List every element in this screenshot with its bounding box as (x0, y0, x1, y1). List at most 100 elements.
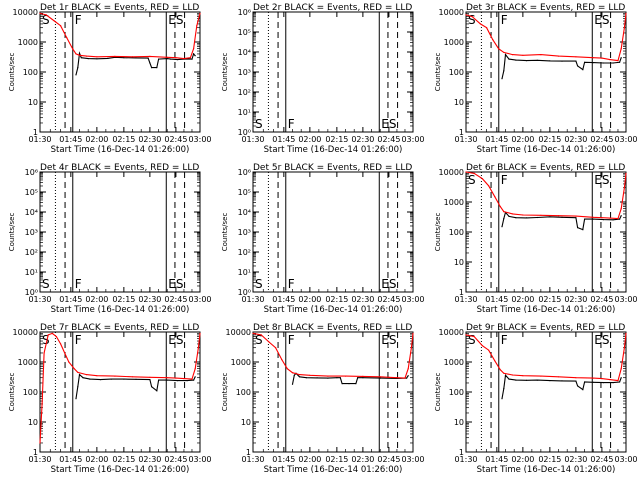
events-point (135, 57, 137, 59)
plot-frame (252, 11, 414, 133)
lld-point (557, 55, 560, 57)
lld-point (309, 374, 311, 376)
y-tick-label: 10² (238, 248, 251, 257)
panel-title: Det 4r BLACK = Events, RED = LLD (40, 163, 199, 173)
x-tick-label: 02:45 (377, 455, 400, 464)
lld-point (481, 178, 483, 180)
events-point (336, 377, 338, 379)
y-tick-label: 1 (459, 448, 464, 457)
events-point (170, 58, 172, 60)
y-tick-label: 10 (241, 418, 251, 427)
x-tick-label: 02:15 (325, 455, 348, 464)
lld-point (281, 359, 283, 361)
events-point (156, 390, 158, 392)
lld-point (183, 58, 185, 60)
x-tick-label: 02:15 (112, 135, 135, 144)
events-point (77, 67, 79, 69)
lld-point (275, 347, 277, 349)
x-tick-label: 02:45 (164, 455, 187, 464)
y-tick-label: 10⁰ (238, 288, 251, 297)
events-point (123, 378, 125, 380)
plot-frame (252, 171, 414, 293)
panel-title: Det 1r BLACK = Events, RED = LLD (40, 3, 199, 13)
events-point (186, 380, 188, 382)
plot-frame (39, 331, 201, 453)
x-tick-label: 02:45 (164, 135, 187, 144)
y-tick-label: 10¹ (25, 268, 38, 277)
x-tick-label: 02:00 (85, 295, 108, 304)
lld-point (522, 214, 524, 216)
x-tick-label: 02:00 (511, 295, 534, 304)
x-tick-label: 01:45 (485, 295, 508, 304)
events-point (348, 383, 350, 385)
events-point (508, 58, 510, 60)
x-axis-label: Start Time (16-Dec-14 01:26:00) (264, 305, 403, 315)
panel-det-6: Det 6r BLACK = Events, RED = LLD10000100… (434, 163, 638, 315)
events-point (501, 78, 503, 80)
lld-point (39, 12, 41, 14)
x-tick-label: 02:30 (564, 135, 587, 144)
events-point (151, 67, 153, 69)
x-tick-label: 02:30 (351, 135, 374, 144)
events-point (619, 61, 621, 63)
y-tick-label: 100 (449, 228, 464, 237)
lld-point (96, 56, 98, 58)
events-point (575, 217, 577, 219)
lld-point (286, 368, 288, 370)
lld-point (486, 27, 488, 29)
events-point (549, 380, 551, 382)
lld-point (252, 332, 254, 334)
events-series-line (501, 374, 622, 399)
marker-label-f: F (75, 277, 82, 291)
plot-frame (465, 331, 627, 453)
events-point (305, 377, 307, 379)
y-tick-label: 10000 (439, 168, 464, 177)
lld-point (39, 442, 41, 444)
events-point (575, 380, 577, 382)
marker-label-s: S (42, 277, 50, 291)
events-point (339, 377, 341, 379)
events-point (561, 380, 563, 382)
events-point (508, 215, 510, 217)
lld-point (75, 53, 77, 55)
y-tick-label: 1000 (444, 198, 464, 207)
events-series-line (501, 211, 622, 231)
y-tick-label: 10000 (13, 328, 38, 337)
lld-point (609, 59, 611, 61)
y-axis-label: Counts/sec (8, 373, 16, 412)
lld-point (85, 374, 88, 376)
x-tick-label: 02:15 (538, 455, 561, 464)
x-tick-label: 02:15 (112, 455, 135, 464)
events-point (75, 74, 77, 76)
y-tick-label: 10 (454, 258, 464, 267)
y-tick-label: 1 (459, 288, 464, 297)
events-point (577, 65, 579, 67)
x-tick-label: 02:45 (590, 295, 613, 304)
x-tick-label: 01:45 (485, 455, 508, 464)
lld-point (488, 185, 490, 187)
events-point (194, 376, 196, 378)
x-tick-label: 01:45 (59, 135, 82, 144)
x-tick-label: 03:00 (614, 455, 637, 464)
x-tick-label: 02:30 (138, 455, 161, 464)
marker-label-es: ES (594, 173, 609, 187)
x-axis-label: Start Time (16-Dec-14 01:26:00) (51, 145, 190, 155)
y-tick-label: 10⁴ (238, 48, 251, 57)
events-point (582, 69, 584, 71)
lld-point (623, 27, 626, 29)
lld-point (388, 376, 390, 378)
y-tick-label: 1 (246, 448, 251, 457)
events-point (620, 215, 622, 217)
y-tick-label: 10 (28, 98, 38, 107)
lld-point (68, 361, 70, 363)
x-axis-label: Start Time (16-Dec-14 01:26:00) (477, 465, 616, 475)
lld-point (131, 376, 134, 378)
events-point (78, 52, 81, 54)
y-axis-label: Counts/sec (8, 53, 16, 92)
marker-label-es: ES (594, 333, 609, 347)
x-tick-label: 01:30 (454, 135, 477, 144)
events-point (149, 379, 151, 381)
panel-title: Det 2r BLACK = Events, RED = LLD (253, 3, 412, 13)
